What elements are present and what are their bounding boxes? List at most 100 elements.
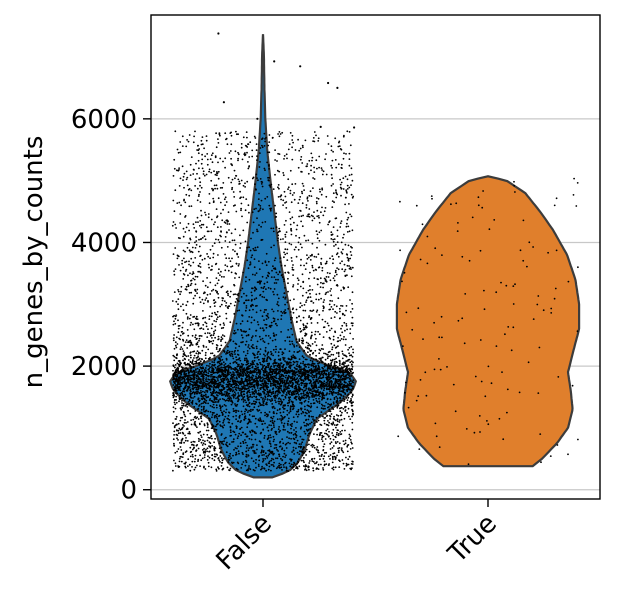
strip-point bbox=[295, 338, 298, 341]
strip-point bbox=[227, 211, 230, 214]
strip-point bbox=[308, 277, 310, 280]
strip-point bbox=[332, 238, 334, 241]
strip-point bbox=[234, 277, 236, 279]
strip-point bbox=[256, 340, 259, 343]
strip-point bbox=[239, 382, 242, 384]
strip-point bbox=[194, 322, 197, 325]
strip-point bbox=[263, 437, 266, 439]
strip-point bbox=[328, 393, 331, 395]
strip-point bbox=[307, 351, 309, 354]
strip-point bbox=[300, 366, 302, 368]
strip-point bbox=[264, 355, 266, 357]
strip-point bbox=[190, 368, 192, 370]
strip-point bbox=[350, 215, 353, 218]
strip-point bbox=[215, 428, 218, 431]
strip-point bbox=[182, 332, 185, 335]
strip-point bbox=[324, 320, 327, 323]
strip-point bbox=[331, 206, 334, 209]
strip-point bbox=[295, 365, 298, 367]
strip-point bbox=[230, 366, 233, 369]
strip-point bbox=[349, 311, 352, 313]
strip-point bbox=[335, 346, 338, 349]
strip-point bbox=[346, 178, 349, 181]
strip-point bbox=[232, 454, 234, 457]
strip-point bbox=[288, 365, 291, 368]
strip-point bbox=[271, 308, 273, 311]
strip-point bbox=[240, 426, 243, 429]
strip-point bbox=[308, 439, 310, 442]
strip-point bbox=[241, 320, 244, 323]
strip-point bbox=[249, 468, 252, 471]
strip-point bbox=[237, 354, 240, 356]
strip-point bbox=[204, 357, 207, 360]
strip-point bbox=[298, 198, 301, 201]
strip-point bbox=[263, 385, 266, 387]
strip-point bbox=[229, 353, 231, 356]
strip-point bbox=[213, 170, 215, 173]
strip-point bbox=[263, 454, 265, 456]
strip-point bbox=[215, 468, 218, 471]
strip-point bbox=[324, 438, 327, 440]
strip-point bbox=[214, 358, 217, 360]
strip-point bbox=[262, 369, 265, 372]
strip-point bbox=[175, 346, 178, 349]
strip-point bbox=[289, 316, 292, 319]
strip-point bbox=[273, 259, 276, 262]
strip-point bbox=[187, 369, 190, 372]
strip-point bbox=[188, 463, 191, 466]
strip-point bbox=[282, 204, 284, 207]
strip-point bbox=[262, 420, 265, 422]
strip-point bbox=[259, 417, 261, 419]
strip-point bbox=[253, 249, 256, 252]
strip-point bbox=[281, 469, 283, 471]
strip-point bbox=[178, 398, 181, 401]
strip-point bbox=[303, 421, 305, 424]
strip-point bbox=[331, 371, 334, 373]
strip-point bbox=[200, 209, 202, 212]
strip-point bbox=[251, 273, 254, 276]
strip-point bbox=[286, 301, 289, 304]
strip-point bbox=[317, 140, 320, 142]
strip-point bbox=[265, 359, 268, 361]
strip-point bbox=[259, 363, 262, 366]
strip-point bbox=[213, 311, 216, 314]
strip-point bbox=[242, 393, 245, 396]
strip-point bbox=[228, 469, 230, 471]
strip-point bbox=[241, 336, 244, 339]
strip-point bbox=[231, 394, 234, 397]
strip-point bbox=[265, 252, 268, 255]
strip-point bbox=[263, 309, 266, 311]
strip-point bbox=[234, 393, 237, 395]
strip-point bbox=[242, 382, 245, 385]
strip-point bbox=[242, 405, 245, 408]
strip-point bbox=[279, 238, 282, 241]
strip-point bbox=[210, 218, 213, 221]
strip-point bbox=[271, 427, 273, 430]
strip-point bbox=[329, 418, 331, 420]
strip-point bbox=[268, 424, 271, 426]
strip-point bbox=[300, 408, 303, 411]
strip-point bbox=[325, 173, 328, 176]
strip-point bbox=[210, 466, 213, 469]
strip-point bbox=[272, 390, 275, 393]
strip-point bbox=[326, 272, 329, 274]
strip-point bbox=[182, 453, 185, 456]
strip-point bbox=[318, 221, 321, 224]
strip-point bbox=[340, 304, 342, 307]
strip-point bbox=[336, 406, 339, 409]
strip-point bbox=[301, 182, 304, 185]
strip-point bbox=[349, 266, 352, 269]
strip-point bbox=[287, 148, 290, 151]
strip-point bbox=[200, 434, 202, 437]
strip-point bbox=[278, 397, 281, 399]
strip-point bbox=[331, 359, 334, 362]
strip-point bbox=[276, 160, 278, 162]
strip-point bbox=[316, 246, 318, 249]
strip-point bbox=[313, 166, 315, 169]
strip-point bbox=[288, 336, 291, 339]
strip-point bbox=[215, 382, 218, 385]
strip-point bbox=[310, 375, 312, 378]
strip-point bbox=[249, 261, 252, 263]
strip-point bbox=[349, 439, 352, 441]
strip-point bbox=[184, 397, 187, 400]
